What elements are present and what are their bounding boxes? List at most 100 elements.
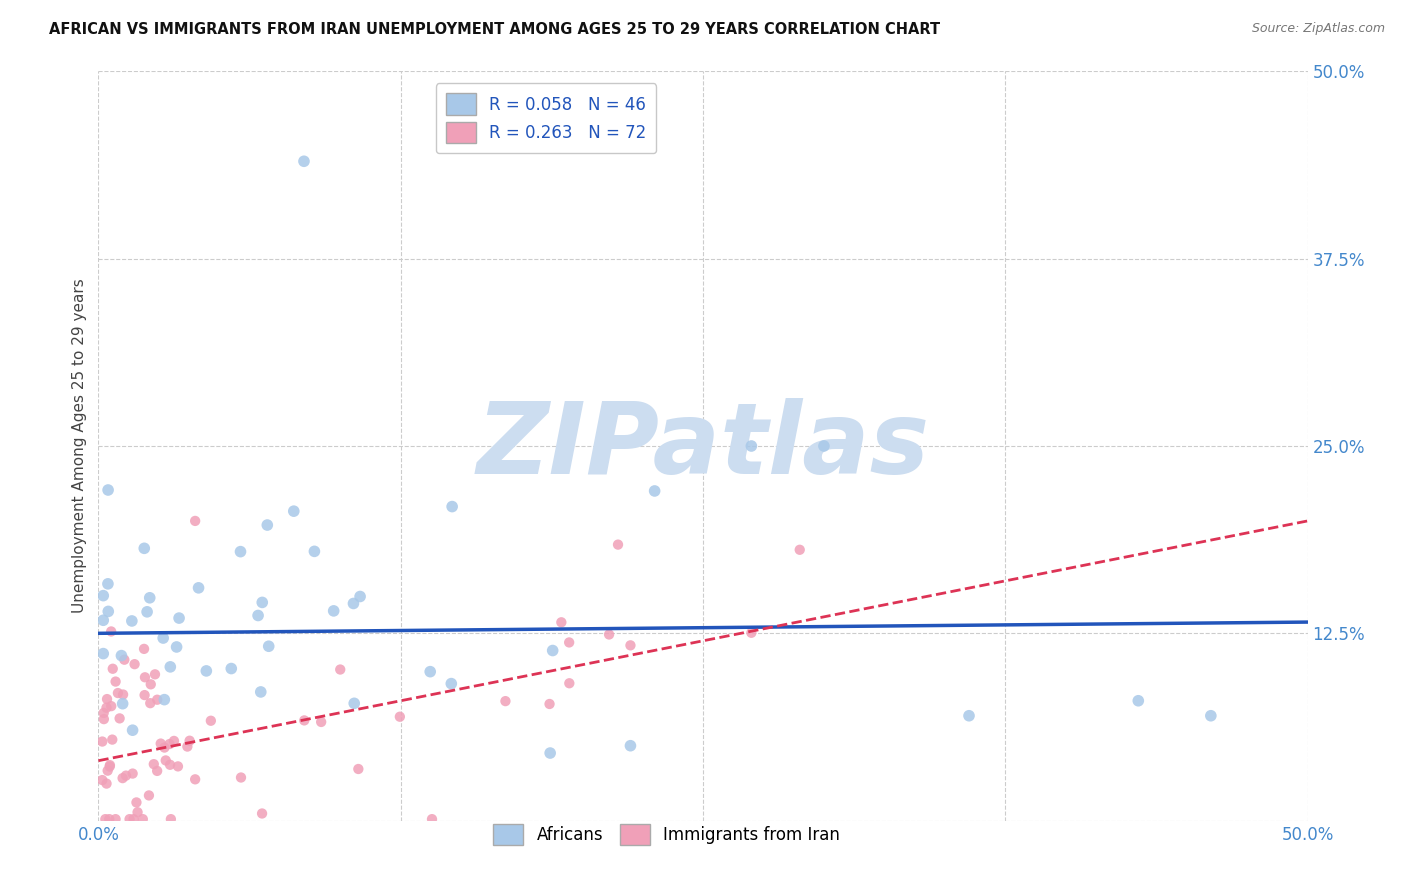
Text: AFRICAN VS IMMIGRANTS FROM IRAN UNEMPLOYMENT AMONG AGES 25 TO 29 YEARS CORRELATI: AFRICAN VS IMMIGRANTS FROM IRAN UNEMPLOY…	[49, 22, 941, 37]
Point	[419, 665, 441, 679]
Point	[229, 771, 252, 785]
Point	[91, 647, 114, 661]
Point	[167, 759, 190, 773]
Point	[619, 638, 641, 652]
Point	[97, 764, 120, 778]
Point	[91, 773, 114, 788]
Point	[97, 577, 120, 591]
Point	[349, 590, 371, 604]
Point	[229, 544, 252, 558]
Point	[134, 688, 156, 702]
Point	[134, 541, 156, 556]
Point	[111, 697, 134, 711]
Point	[146, 764, 169, 778]
Point	[149, 737, 172, 751]
Point	[138, 591, 160, 605]
Point	[329, 663, 352, 677]
Point	[167, 611, 190, 625]
Point	[98, 758, 121, 772]
Text: ZIPatlas: ZIPatlas	[477, 398, 929, 494]
Point	[94, 812, 117, 826]
Point	[343, 696, 366, 710]
Point	[104, 674, 127, 689]
Point	[179, 733, 201, 747]
Point	[195, 664, 218, 678]
Point	[121, 766, 143, 780]
Point	[1199, 708, 1222, 723]
Point	[441, 500, 464, 514]
Point	[152, 631, 174, 645]
Point	[143, 667, 166, 681]
Point	[96, 692, 118, 706]
Point	[97, 604, 120, 618]
Point	[249, 685, 271, 699]
Point	[250, 806, 273, 821]
Point	[93, 706, 115, 720]
Point	[98, 812, 121, 826]
Point	[125, 796, 148, 810]
Point	[607, 538, 630, 552]
Point	[619, 739, 641, 753]
Point	[309, 714, 332, 729]
Point	[98, 759, 121, 773]
Point	[111, 771, 134, 785]
Point	[139, 696, 162, 710]
Point	[538, 746, 561, 760]
Point	[247, 608, 270, 623]
Point	[388, 709, 411, 723]
Point	[127, 805, 149, 820]
Point	[159, 737, 181, 751]
Point	[184, 772, 207, 787]
Point	[957, 708, 980, 723]
Point	[159, 757, 181, 772]
Point	[124, 657, 146, 672]
Point	[138, 789, 160, 803]
Point	[1128, 694, 1150, 708]
Point	[598, 627, 620, 641]
Point	[420, 812, 443, 826]
Point	[187, 581, 209, 595]
Point	[292, 154, 315, 169]
Point	[153, 692, 176, 706]
Point	[132, 641, 155, 656]
Point	[558, 676, 581, 690]
Point	[100, 624, 122, 639]
Point	[93, 712, 115, 726]
Text: Source: ZipAtlas.com: Source: ZipAtlas.com	[1251, 22, 1385, 36]
Point	[813, 439, 835, 453]
Point	[163, 734, 186, 748]
Point	[219, 661, 242, 675]
Point	[97, 483, 120, 497]
Point	[541, 643, 564, 657]
Point	[200, 714, 222, 728]
Point	[91, 589, 114, 603]
Point	[256, 518, 278, 533]
Point	[139, 677, 162, 691]
Y-axis label: Unemployment Among Ages 25 to 29 years: Unemployment Among Ages 25 to 29 years	[72, 278, 87, 614]
Point	[342, 597, 364, 611]
Point	[112, 653, 135, 667]
Point	[322, 604, 344, 618]
Point	[292, 714, 315, 728]
Point	[160, 812, 183, 826]
Point	[110, 648, 132, 663]
Point	[538, 697, 561, 711]
Point	[176, 739, 198, 754]
Point	[108, 711, 131, 725]
Point	[550, 615, 572, 630]
Point	[166, 640, 188, 654]
Point	[100, 699, 122, 714]
Point	[134, 670, 156, 684]
Point	[494, 694, 516, 708]
Point	[136, 605, 159, 619]
Point	[96, 700, 118, 714]
Point	[257, 639, 280, 653]
Point	[142, 757, 165, 772]
Point	[118, 812, 141, 826]
Point	[96, 776, 118, 790]
Legend: Africans, Immigrants from Iran: Africans, Immigrants from Iran	[485, 815, 848, 854]
Point	[440, 676, 463, 690]
Point	[91, 734, 114, 748]
Point	[101, 662, 124, 676]
Point	[146, 692, 169, 706]
